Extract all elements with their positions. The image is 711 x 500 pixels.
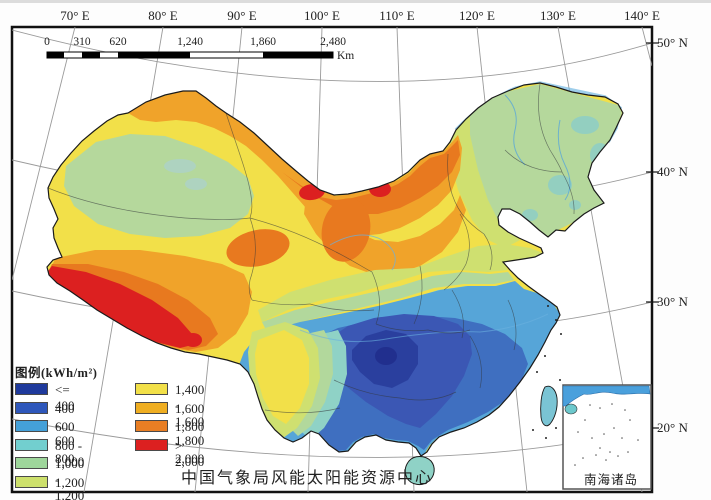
lon-label-140e: 140° E: [624, 8, 660, 23]
legend-swatch: [15, 420, 48, 432]
scale-tick-1860: 1,860: [250, 36, 276, 48]
scale-tick-0: 0: [44, 36, 50, 48]
lat-label-40n: 40° N: [657, 164, 688, 179]
scale-tick-2480: 2,480: [320, 36, 346, 48]
legend-swatch: [135, 439, 168, 451]
taiwan-island: [540, 385, 558, 427]
lon-label-80e: 80° E: [148, 8, 178, 23]
legend-swatch: [135, 402, 168, 414]
legend-label: > 2,000: [175, 438, 205, 469]
legend-label: 1,000 - 1,200: [55, 456, 85, 500]
scale-unit: Km: [337, 50, 355, 62]
latitude-ticks: [646, 42, 659, 429]
legend-swatch: [15, 476, 48, 488]
scale-tick-310: 310: [73, 36, 91, 48]
source-attribution: 中国气象局风能太阳能资源中心: [180, 470, 434, 487]
south-china-sea-inset: [562, 384, 652, 490]
legend-label: 1,600 - 1,800: [175, 401, 205, 448]
inset-title: 南海诸岛: [583, 473, 639, 487]
hainan-island: [404, 456, 435, 486]
lon-label-100e: 100° E: [304, 8, 340, 23]
legend-label: 1,400 - 1,600: [175, 382, 205, 429]
legend-label: 1,800 - 2,000: [175, 419, 205, 466]
scale-bar: [46, 51, 334, 59]
scale-tick-1240: 1,240: [177, 36, 203, 48]
lon-label-130e: 130° E: [540, 8, 576, 23]
lat-label-50n: 50° N: [657, 35, 688, 50]
scale-tick-620: 620: [109, 36, 127, 48]
lon-label-120e: 120° E: [459, 8, 495, 23]
legend-swatch: [135, 383, 168, 395]
legend-swatch: [15, 457, 48, 469]
china-outline: [46, 82, 624, 457]
legend-label: 800 - 1,000: [55, 438, 85, 469]
inset-islands: [574, 403, 639, 466]
lat-label-30n: 30° N: [657, 294, 688, 309]
legend-swatch: [135, 420, 168, 432]
legend-label: 400 - 600: [55, 401, 75, 448]
lat-label-20n: 20° N: [657, 420, 688, 435]
lon-label-90e: 90° E: [227, 8, 257, 23]
legend-label: <= 400: [55, 382, 75, 413]
province-boundaries: [47, 83, 575, 414]
coastal-islands: [532, 305, 562, 439]
legend-swatch: [15, 402, 48, 414]
legend-label: 600 - 800: [55, 419, 75, 466]
lon-label-70e: 70° E: [60, 8, 90, 23]
legend-label: 1,200 - 1,400: [55, 475, 85, 500]
legend-swatch: [15, 439, 48, 451]
page-top-border: [0, 0, 711, 3]
lon-label-110e: 110° E: [379, 8, 415, 23]
legend-swatch: [15, 383, 48, 395]
legend-title: 图例(kWh/m²): [15, 366, 98, 380]
